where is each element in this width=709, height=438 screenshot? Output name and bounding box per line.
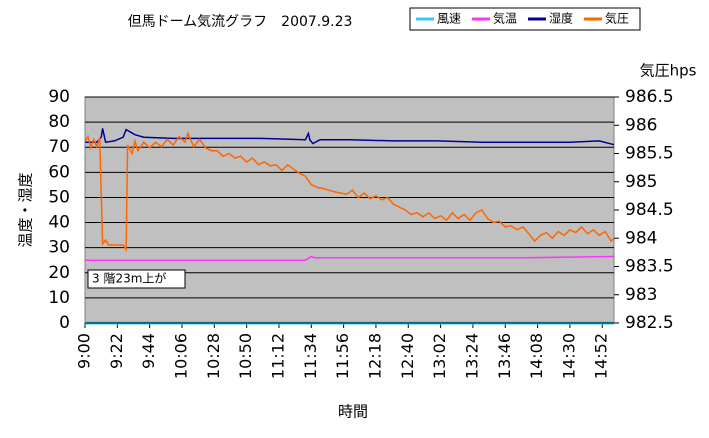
x-tick-label: 10:06 (171, 333, 190, 379)
x-tick-label: 13:02 (430, 333, 449, 379)
x-tick-label: 13:24 (462, 333, 481, 379)
y-tick-label: 40 (48, 213, 70, 233)
y-tick-label: 60 (48, 162, 70, 182)
y-tick-label: 80 (48, 112, 70, 132)
legend-label: 風速 (437, 12, 461, 26)
legend-label: 湿度 (549, 11, 573, 26)
y2-tick-label: 986 (625, 115, 657, 135)
y-tick-label: 0 (59, 313, 70, 333)
y2-tick-label: 985.5 (625, 144, 674, 164)
series-line (84, 131, 615, 253)
x-tick-label: 14:08 (527, 333, 546, 379)
y-axis-label: 温度・湿度 (17, 172, 35, 247)
x-tick-label: 9:00 (75, 333, 94, 369)
x-tick-label: 14:30 (559, 333, 578, 379)
x-tick-label: 10:50 (236, 333, 255, 379)
x-tick-label: 13:46 (495, 333, 514, 379)
annotation-box (87, 269, 186, 289)
x-tick-label: 11:34 (301, 333, 320, 379)
legend-box (409, 7, 641, 31)
series-line (85, 255, 615, 261)
y2-tick-label: 984 (625, 228, 657, 248)
x-tick-label: 10:28 (204, 333, 223, 379)
y-tick-label: 90 (48, 87, 70, 107)
x-axis-label: 時間 (338, 403, 368, 421)
x-tick-label: 14:52 (592, 333, 611, 379)
y2-tick-label: 983.5 (625, 257, 674, 277)
x-tick-label: 11:12 (268, 333, 287, 379)
annotation: 3 階23m上が (92, 271, 166, 286)
chart-title: 但馬ドーム気流グラフ 2007.9.23 (128, 14, 353, 30)
y-tick-label: 20 (48, 263, 70, 283)
y2-tick-label: 984.5 (625, 200, 674, 220)
y2-tick-label: 982.5 (625, 313, 674, 333)
y-tick-label: 50 (48, 187, 70, 207)
x-tick-label: 12:40 (398, 333, 417, 379)
series-line (85, 128, 615, 146)
y2-tick-label: 986.5 (625, 87, 674, 107)
x-tick-label: 9:44 (139, 333, 158, 369)
y-tick-label: 10 (48, 288, 70, 308)
x-tick-label: 12:18 (365, 333, 384, 379)
legend-label: 気圧 (605, 11, 629, 26)
x-tick-label: 11:56 (333, 333, 352, 379)
y2-tick-label: 983 (625, 285, 657, 305)
plot-area (84, 96, 615, 324)
y-tick-label: 30 (48, 238, 70, 258)
y2-tick-label: 985 (625, 172, 657, 192)
y2-axis-label: 気圧hps (640, 62, 697, 80)
x-tick-label: 9:22 (107, 333, 126, 369)
y-tick-label: 70 (48, 137, 70, 157)
legend-label: 気温 (493, 11, 517, 26)
